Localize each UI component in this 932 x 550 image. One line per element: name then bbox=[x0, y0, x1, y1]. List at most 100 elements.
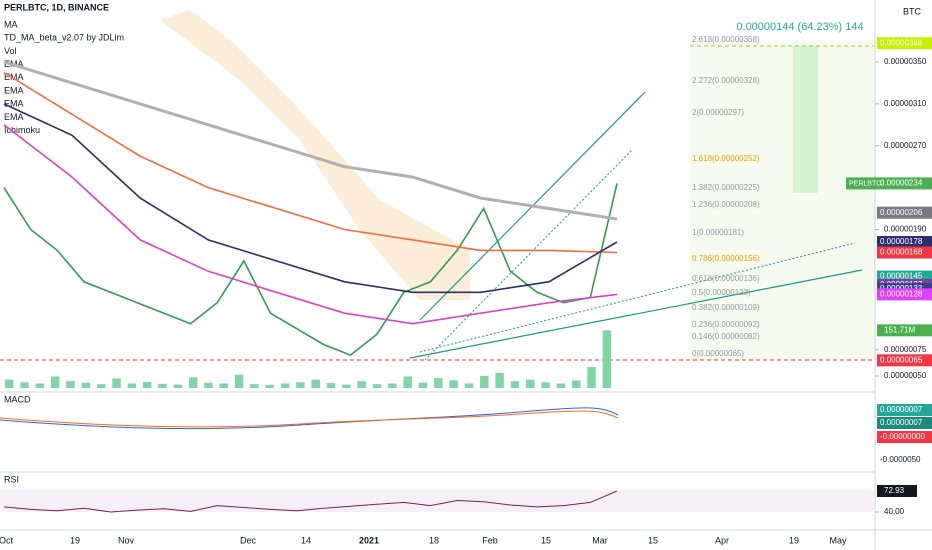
price-line bbox=[3, 124, 618, 325]
volume-bar bbox=[510, 381, 520, 388]
rsi-line bbox=[3, 490, 618, 513]
price-badge-label: 0.00000065 bbox=[880, 355, 923, 364]
volume-bar bbox=[326, 383, 336, 388]
fib-label: 0.382(0.00000109) bbox=[692, 303, 760, 312]
target-box bbox=[793, 46, 818, 193]
price-badge-label: 0.00000368 bbox=[880, 38, 923, 47]
trend-line bbox=[409, 269, 863, 359]
macd-badge bbox=[877, 417, 932, 429]
volume-bar bbox=[280, 383, 290, 388]
indicator-legend: Vol bbox=[4, 46, 17, 56]
price-tick-label: 0.00000310 bbox=[884, 99, 927, 108]
volume-bar bbox=[20, 382, 29, 388]
indicator-legend: EMA bbox=[4, 85, 24, 95]
symbol: PERLBTC, 1D, BINANCE bbox=[4, 2, 109, 12]
price-badge-label: 0.00000206 bbox=[880, 208, 923, 217]
time-label: 15 bbox=[648, 535, 658, 545]
volume-bar bbox=[173, 384, 183, 388]
macd-label: 0.00000007 bbox=[880, 418, 923, 427]
time-label: Oct bbox=[0, 535, 13, 545]
fib-label: 1.382(0.00000225) bbox=[692, 183, 760, 192]
volume-bar bbox=[158, 383, 167, 388]
price-badge-label: 0.00000168 bbox=[880, 248, 923, 257]
indicator-legend: EMA bbox=[4, 112, 24, 122]
volume-bar bbox=[556, 383, 566, 388]
volume-bar bbox=[311, 379, 320, 388]
fib-label: 2.272(0.00000328) bbox=[692, 76, 760, 85]
indicator-legend: EMA bbox=[4, 99, 24, 109]
volume-bar bbox=[480, 375, 489, 388]
price-badge bbox=[877, 246, 932, 259]
indicator-legend: Ichimoku bbox=[4, 125, 40, 135]
last-name: PERLBTC bbox=[849, 180, 881, 187]
volume-bar bbox=[188, 377, 198, 388]
time-label: Nov bbox=[118, 535, 135, 545]
volume-bar bbox=[541, 382, 550, 388]
price-line bbox=[3, 103, 618, 294]
macd-badge bbox=[877, 404, 932, 416]
macd-label: -0.00000000 bbox=[880, 432, 925, 441]
time-label: 15 bbox=[541, 535, 551, 545]
fib-label: 0.236(0.00000092) bbox=[692, 320, 760, 329]
fib-label: 0.786(0.00000156) bbox=[692, 254, 760, 263]
price-tick-label: 0.00000350 bbox=[884, 57, 927, 66]
volume-bar bbox=[342, 384, 351, 388]
volume-bar bbox=[602, 330, 612, 388]
macd-title: MACD bbox=[4, 394, 31, 404]
volume-bar bbox=[434, 378, 443, 388]
rsi-band bbox=[0, 490, 875, 512]
price-badge bbox=[846, 177, 932, 190]
volume-badge bbox=[877, 324, 932, 337]
volume-bar bbox=[296, 382, 305, 388]
volume-bar bbox=[234, 374, 244, 388]
volume-bar bbox=[372, 384, 382, 388]
price-line bbox=[3, 71, 618, 254]
volume-badge-label: 151.71M bbox=[884, 325, 915, 334]
fib-zone bbox=[690, 40, 875, 360]
time-label: Mar bbox=[592, 535, 608, 545]
time-label: 19 bbox=[70, 535, 80, 545]
fib-label: 2(0.00000297) bbox=[692, 108, 744, 117]
fib-label: 0.618(0.00000136) bbox=[692, 274, 760, 283]
price-badge bbox=[877, 288, 932, 301]
indicator-legend: TD_MA_beta_v2.07 by JDLim bbox=[4, 33, 124, 43]
price-badge bbox=[877, 206, 932, 219]
price-badge bbox=[877, 236, 932, 249]
volume-bar bbox=[388, 383, 397, 388]
fib-label: 1.236(0.00000208) bbox=[692, 200, 760, 209]
volume-bar bbox=[403, 376, 412, 388]
macd-badge bbox=[877, 431, 932, 443]
volume-bar bbox=[142, 381, 152, 388]
volume-bar bbox=[587, 367, 596, 388]
fib-label: 1(0.00000181) bbox=[692, 228, 744, 237]
rsi-tick-label: 40.00 bbox=[884, 507, 905, 516]
volume-bar bbox=[35, 383, 45, 388]
channel-line bbox=[424, 149, 633, 361]
volume-bar bbox=[357, 381, 366, 388]
price-badge-label: 0.00000178 bbox=[880, 237, 923, 246]
fib-label: 0(0.00000065) bbox=[692, 349, 744, 358]
time-label: 19 bbox=[789, 535, 799, 545]
trend-line bbox=[419, 242, 856, 353]
volume-bar bbox=[265, 384, 274, 388]
volume-bar bbox=[127, 383, 137, 388]
time-label: Apr bbox=[715, 535, 729, 545]
price-badge bbox=[877, 37, 932, 50]
fib-label: 1.618(0.00000252) bbox=[692, 154, 760, 163]
volume-bar bbox=[464, 383, 474, 388]
price-badge bbox=[877, 354, 932, 367]
volume-bar bbox=[5, 379, 14, 388]
volume-bar bbox=[66, 381, 75, 388]
volume-bar bbox=[204, 382, 213, 388]
volume-bar bbox=[81, 382, 91, 388]
volume-bar bbox=[112, 378, 121, 388]
indicator-legend: EMA bbox=[4, 72, 24, 82]
price-badge-label: 0.00000128 bbox=[880, 289, 923, 298]
volume-bar bbox=[219, 383, 228, 388]
volume-bar bbox=[449, 380, 458, 388]
volume-bar bbox=[250, 384, 259, 388]
volume-bar bbox=[526, 379, 535, 388]
volume-bar bbox=[50, 376, 60, 388]
rsi-badge bbox=[877, 484, 917, 497]
